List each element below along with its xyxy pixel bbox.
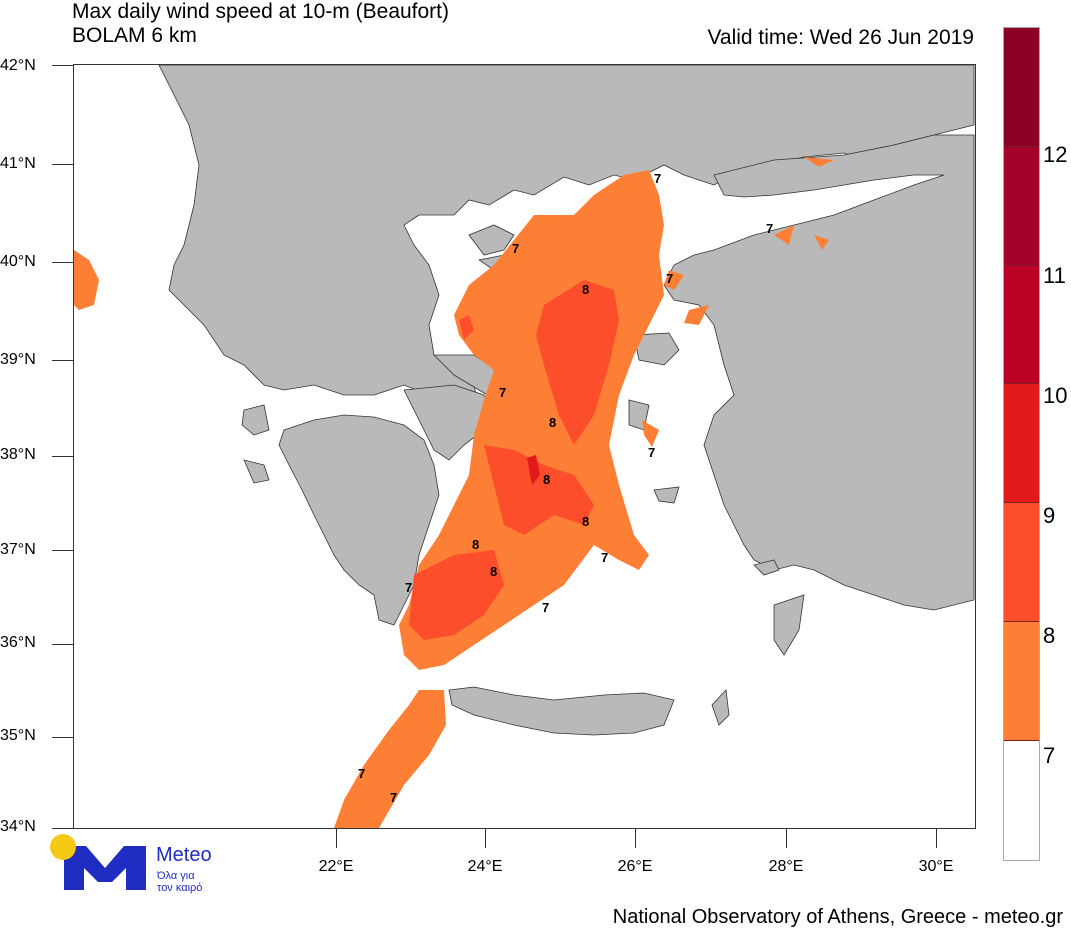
contour-label: 7 bbox=[601, 550, 608, 565]
title-line-1: Max daily wind speed at 10-m (Beaufort) bbox=[72, 0, 450, 23]
contour-label: 7 bbox=[358, 766, 365, 781]
wind-area-bft9 bbox=[527, 455, 540, 485]
land-zakynthos bbox=[243, 459, 270, 484]
lon-tick bbox=[786, 828, 787, 848]
lat-tick bbox=[52, 164, 73, 165]
colorbar-segment bbox=[1004, 740, 1039, 860]
meteo-logo: Meteo Όλα για τον καιρό bbox=[48, 832, 228, 895]
wind-area-bft7-crete-w bbox=[334, 690, 446, 828]
map-canvas: 7 7 8 7 7 8 7 7 8 8 8 8 7 7 7 7 7 bbox=[74, 65, 975, 828]
logo-tagline: Όλα για τον καιρό bbox=[157, 870, 202, 894]
land-kos bbox=[753, 559, 780, 576]
land-turkey bbox=[663, 134, 975, 611]
logo-brand: Meteo bbox=[156, 844, 212, 866]
wind-area-bft7-e2 bbox=[774, 225, 829, 250]
wind-area-bft7-e1 bbox=[804, 157, 834, 167]
colorbar-label: 8 bbox=[1043, 623, 1056, 648]
wind-area-bft8-s bbox=[409, 550, 504, 640]
lat-tick bbox=[52, 550, 73, 551]
contour-labels: 7 7 8 7 7 8 7 7 8 8 8 8 7 7 7 7 7 bbox=[358, 171, 773, 805]
contour-label: 8 bbox=[490, 564, 497, 579]
lat-tick bbox=[52, 644, 73, 645]
wind-area-bft7-e3 bbox=[664, 270, 709, 325]
colorbar-label: 9 bbox=[1043, 503, 1056, 528]
lat-label: 35°N bbox=[0, 727, 36, 744]
lat-tick bbox=[52, 262, 73, 263]
lon-label: 26°E bbox=[617, 858, 653, 875]
land-peloponnese bbox=[278, 414, 440, 626]
lon-label: 30°E bbox=[918, 858, 954, 875]
colorbar-segment bbox=[1004, 621, 1039, 741]
sun-icon bbox=[50, 834, 76, 860]
credit-text: National Observatory of Athens, Greece -… bbox=[612, 906, 1063, 928]
colorbar-segment bbox=[1004, 503, 1039, 622]
lat-tick bbox=[52, 737, 73, 738]
land-kefalonia bbox=[241, 404, 270, 436]
contour-label: 7 bbox=[512, 241, 519, 256]
wind-area-bft8-c bbox=[484, 445, 594, 535]
lon-label: 28°E bbox=[768, 858, 804, 875]
colorbar-segment bbox=[1004, 384, 1039, 504]
land-lesvos bbox=[633, 332, 680, 366]
map-panel: 7 7 8 7 7 8 7 7 8 8 8 8 7 7 7 7 7 bbox=[73, 64, 976, 829]
meteo-m-icon bbox=[64, 846, 146, 895]
wind-area-bft7-w bbox=[74, 250, 99, 310]
lat-label: 37°N bbox=[0, 541, 36, 558]
wind-area-bft8-w bbox=[459, 315, 474, 340]
contour-label: 7 bbox=[666, 271, 673, 286]
colorbar bbox=[1003, 27, 1040, 861]
contour-label: 8 bbox=[582, 514, 589, 529]
lon-tick bbox=[336, 828, 337, 848]
contour-label: 7 bbox=[542, 600, 549, 615]
lat-label: 40°N bbox=[0, 253, 36, 270]
lat-label: 36°N bbox=[0, 634, 36, 651]
lat-tick bbox=[52, 360, 73, 361]
land-crete bbox=[448, 686, 675, 736]
lat-label: 39°N bbox=[0, 351, 36, 368]
lat-label: 38°N bbox=[0, 446, 36, 463]
lat-tick bbox=[52, 456, 73, 457]
lat-label: 34°N bbox=[0, 818, 36, 835]
land-rhodes bbox=[773, 594, 805, 656]
wind-area-bft8 bbox=[536, 280, 619, 445]
colorbar-segment bbox=[1004, 146, 1039, 266]
lon-label: 24°E bbox=[467, 858, 503, 875]
contour-label: 7 bbox=[648, 445, 655, 460]
title-line-2: BOLAM 6 km bbox=[72, 24, 197, 47]
contour-label: 7 bbox=[390, 790, 397, 805]
lon-tick bbox=[936, 828, 937, 848]
contour-label: 8 bbox=[582, 282, 589, 297]
chart-title: Max daily wind speed at 10-m (Beaufort) … bbox=[72, 0, 449, 48]
lon-tick bbox=[635, 828, 636, 848]
lat-tick bbox=[52, 828, 73, 829]
contour-label: 8 bbox=[543, 472, 550, 487]
land-samos bbox=[653, 486, 680, 504]
lon-label: 22°E bbox=[318, 858, 354, 875]
contour-label: 8 bbox=[472, 537, 479, 552]
lon-tick bbox=[485, 828, 486, 848]
colorbar-label: 7 bbox=[1043, 743, 1056, 768]
contour-label: 7 bbox=[766, 221, 773, 236]
logo-tagline-1: Όλα για bbox=[157, 870, 195, 882]
contour-label: 7 bbox=[499, 385, 506, 400]
wind-area-bft7-e4 bbox=[642, 420, 659, 447]
valid-time: Valid time: Wed 26 Jun 2019 bbox=[707, 26, 974, 49]
land-karpathos bbox=[711, 689, 730, 726]
contour-label: 7 bbox=[654, 171, 661, 186]
contour-label: 7 bbox=[405, 580, 412, 595]
lat-label: 41°N bbox=[0, 155, 36, 172]
contour-label: 8 bbox=[549, 415, 556, 430]
colorbar-label: 10 bbox=[1043, 383, 1068, 408]
lat-tick bbox=[52, 65, 73, 66]
colorbar-segment bbox=[1004, 265, 1039, 385]
logo-tagline-2: τον καιρό bbox=[157, 882, 203, 894]
colorbar-label: 11 bbox=[1043, 263, 1066, 288]
colorbar-segment bbox=[1004, 28, 1039, 147]
lat-label: 42°N bbox=[0, 57, 36, 74]
colorbar-label: 12 bbox=[1043, 142, 1068, 167]
